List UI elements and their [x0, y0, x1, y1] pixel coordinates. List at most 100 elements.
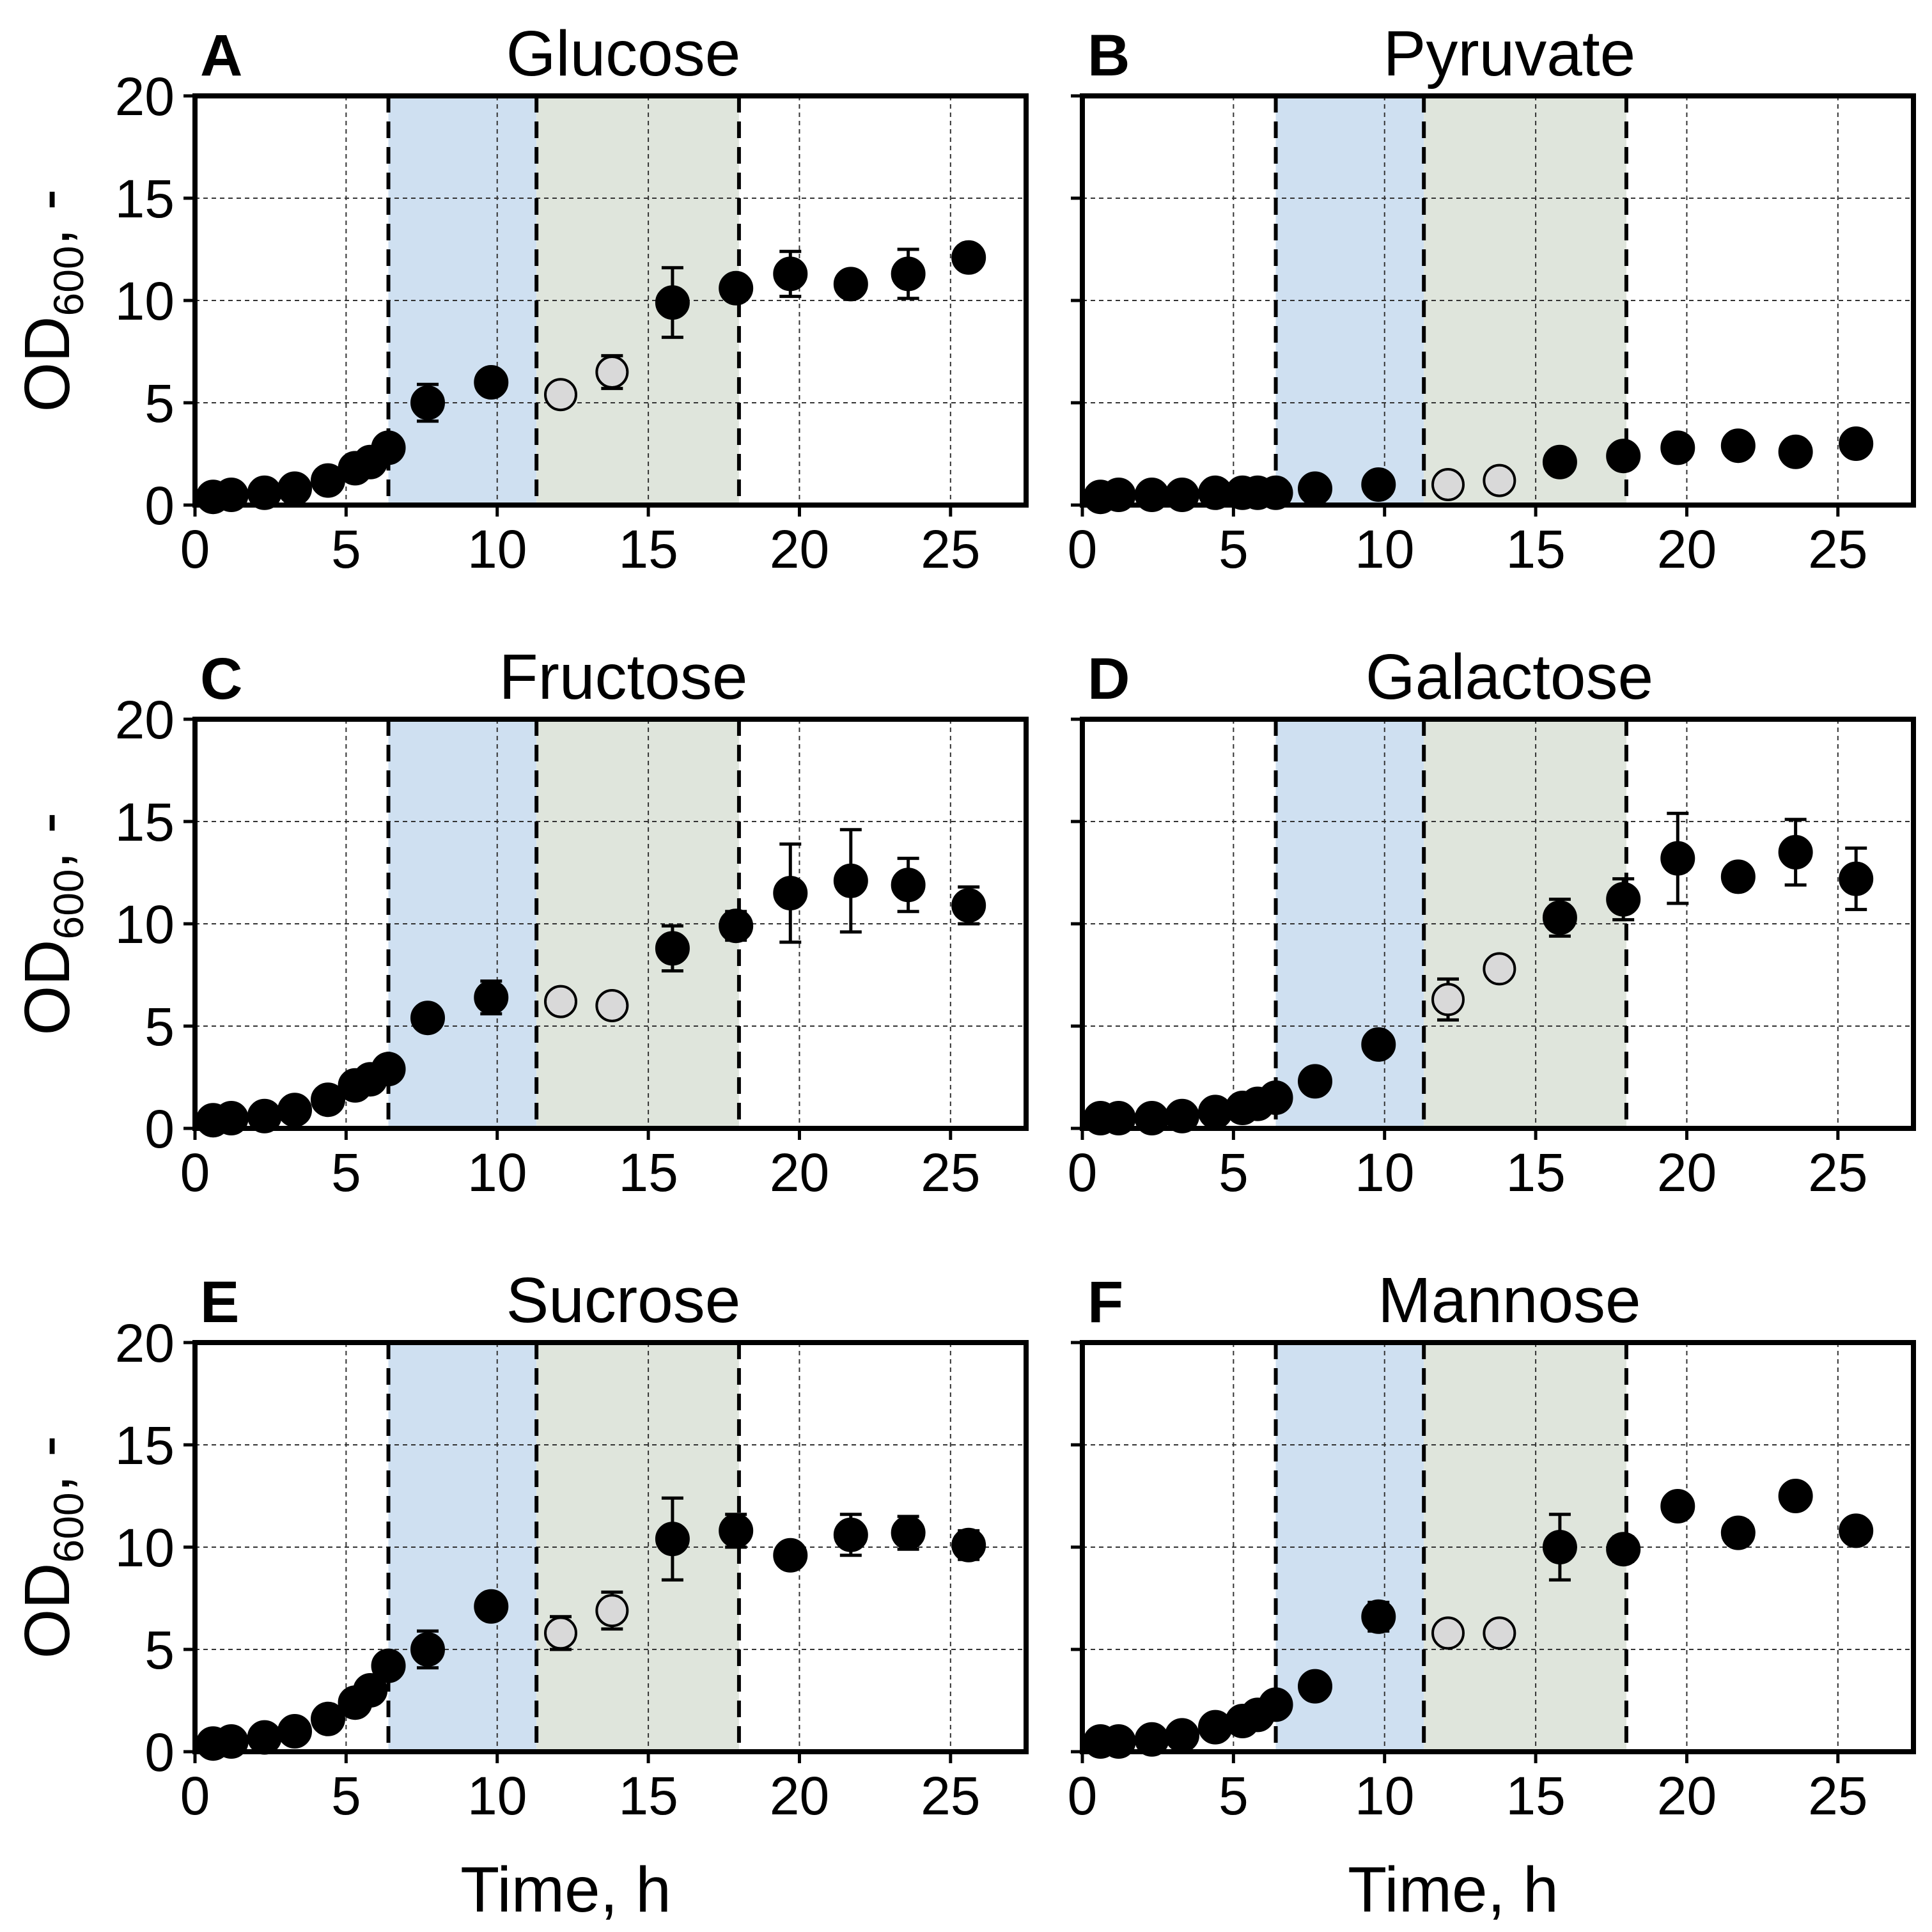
panel-f-point-15: [1660, 1489, 1695, 1523]
panel-f: 0 5 10 15 20 25 F Mannose: [1068, 1265, 1916, 1826]
panel-d-point-13: [1542, 900, 1577, 935]
panel-f-xtick-label-0: 0: [1068, 1766, 1098, 1826]
panel-e-point-17: [891, 1515, 926, 1550]
panel-b-xtick-label-0: 0: [1068, 519, 1098, 579]
panel-e-point-4: [277, 1714, 312, 1749]
panel-e-point-3: [247, 1720, 282, 1755]
panel-a-xtick-label-5: 5: [331, 519, 361, 579]
panel-d-point-16: [1720, 859, 1756, 894]
panel-d-point-17: [1778, 835, 1813, 869]
panel-b-point-12: [1483, 464, 1516, 497]
panel-e-xtick-label-5: 5: [331, 1766, 361, 1826]
panel-a-xtick-label-10: 10: [467, 519, 527, 579]
panel-c-ytick-label-0: 0: [144, 1099, 175, 1159]
panel-a-point-13: [655, 285, 690, 320]
panel-a: 0 5 10 15 20 25 0 5 10 15 20 A Glucose: [115, 18, 1029, 579]
panel-e-point-16: [833, 1517, 868, 1552]
panel-d-point-15: [1660, 841, 1695, 876]
panel-d: 0 5 10 15 20 25 D Galactose: [1068, 641, 1916, 1203]
panel-e: 0 5 10 15 20 25 0 5 10 15 20 E Sucrose: [115, 1265, 1029, 1826]
panel-a-point-4: [277, 471, 312, 506]
panel-a-point-10: [474, 365, 509, 400]
panel-c-xtick-label-20: 20: [770, 1142, 829, 1203]
panel-c-ytick-label-15: 15: [115, 792, 175, 852]
panel-d-xtick-label-10: 10: [1355, 1142, 1414, 1203]
panel-c-xtick-label-10: 10: [467, 1142, 527, 1203]
panel-a-ytick-label-20: 20: [115, 66, 175, 127]
panel-e-ytick-label-20: 20: [115, 1313, 175, 1373]
panel-d-xtick-label-20: 20: [1657, 1142, 1717, 1203]
panel-a-ytick-label-15: 15: [115, 169, 175, 229]
panel-c-xtick-label-25: 25: [921, 1142, 980, 1203]
panel-c-point-15: [773, 876, 808, 910]
panel-e-point-9: [410, 1632, 445, 1667]
panel-d-point-8: [1258, 1080, 1293, 1115]
panel-b-point-16: [1720, 428, 1756, 464]
panel-a-xtick-label-25: 25: [921, 519, 980, 579]
panel-f-point-13: [1542, 1530, 1577, 1564]
panel-f-point-11: [1431, 1616, 1465, 1650]
panel-a-point-18: [951, 240, 986, 275]
panel-e-ytick-label-5: 5: [144, 1620, 175, 1680]
panel-d-xtick-label-15: 15: [1506, 1142, 1565, 1203]
panel-e-xtick-label-15: 15: [618, 1766, 678, 1826]
panel-f-letter: F: [1087, 1270, 1123, 1335]
panel-f-point-9: [1298, 1669, 1332, 1704]
panel-e-letter: E: [200, 1270, 239, 1335]
panel-c-point-16: [833, 863, 868, 898]
panel-e-ylabel: OD600, -: [12, 1436, 92, 1659]
panel-e-point-5: [311, 1701, 345, 1736]
panel-d-xtick-label-25: 25: [1808, 1142, 1867, 1203]
panel-c-xtick-label-5: 5: [331, 1142, 361, 1203]
panel-c-point-12: [595, 989, 629, 1022]
panel-e-point-12: [595, 1594, 629, 1628]
panel-e-point-14: [719, 1513, 754, 1548]
panel-b-xtick-label-20: 20: [1657, 519, 1717, 579]
panel-e-xtick-label-10: 10: [467, 1766, 527, 1826]
panels: 0 5 10 15 20 25 0 5 10 15 20 A Glucose 0 5 10 15 20 25 B Pyr…: [115, 18, 1916, 1826]
panel-d-point-10: [1361, 1027, 1396, 1062]
panel-a-xtick-label-20: 20: [770, 519, 829, 579]
panel-d-point-11: [1431, 983, 1465, 1017]
panel-d-point-9: [1298, 1064, 1332, 1099]
panel-a-title: Glucose: [506, 18, 741, 90]
panel-d-xtick-label-5: 5: [1219, 1142, 1249, 1203]
panel-c-point-4: [277, 1093, 312, 1128]
panel-d-letter: D: [1087, 646, 1130, 712]
panel-a-point-14: [719, 270, 754, 306]
panel-a-point-9: [410, 386, 445, 420]
panel-c-xtick-label-0: 0: [180, 1142, 210, 1203]
panel-c-point-9: [410, 1001, 445, 1036]
panel-c-ytick-label-5: 5: [144, 997, 175, 1057]
panel-e-point-10: [474, 1589, 509, 1624]
panel-c-ytick-label-20: 20: [115, 690, 175, 750]
panel-b-point-8: [1258, 475, 1293, 510]
panel-b-letter: B: [1087, 23, 1130, 88]
figure-labels: OD600, - OD600, - OD600, - Time, h Time, h: [12, 189, 1559, 1926]
panel-f-point-4: [1165, 1718, 1199, 1753]
panel-b-point-17: [1778, 434, 1813, 469]
panel-b-point-14: [1606, 439, 1641, 474]
panel-a-ylabel: OD600, -: [12, 189, 92, 412]
panel-b-point-13: [1542, 444, 1577, 479]
panel-c-ylabel: OD600, -: [12, 813, 92, 1036]
panel-c-letter: C: [200, 646, 242, 712]
panel-e-xtick-label-20: 20: [770, 1766, 829, 1826]
panel-c-point-8: [371, 1052, 406, 1087]
panel-a-point-12: [595, 355, 629, 389]
panel-d-title: Galactose: [1366, 641, 1653, 713]
panel-e-title: Sucrose: [506, 1265, 741, 1336]
panel-c-ytick-label-10: 10: [115, 894, 175, 954]
panel-f-point-18: [1839, 1513, 1874, 1548]
panel-e-point-11: [544, 1616, 577, 1650]
panel-d-point-14: [1606, 882, 1641, 917]
panel-b-point-10: [1361, 467, 1396, 502]
panel-e-point-15: [773, 1538, 808, 1573]
panel-b-point-11: [1431, 468, 1465, 501]
panel-b-xtick-label-5: 5: [1219, 519, 1249, 579]
panel-f-xlabel: Time, h: [1348, 1854, 1559, 1926]
panel-a-ytick-label-0: 0: [144, 476, 175, 536]
panel-c-point-11: [544, 985, 577, 1018]
panel-f-xtick-label-25: 25: [1808, 1766, 1867, 1826]
